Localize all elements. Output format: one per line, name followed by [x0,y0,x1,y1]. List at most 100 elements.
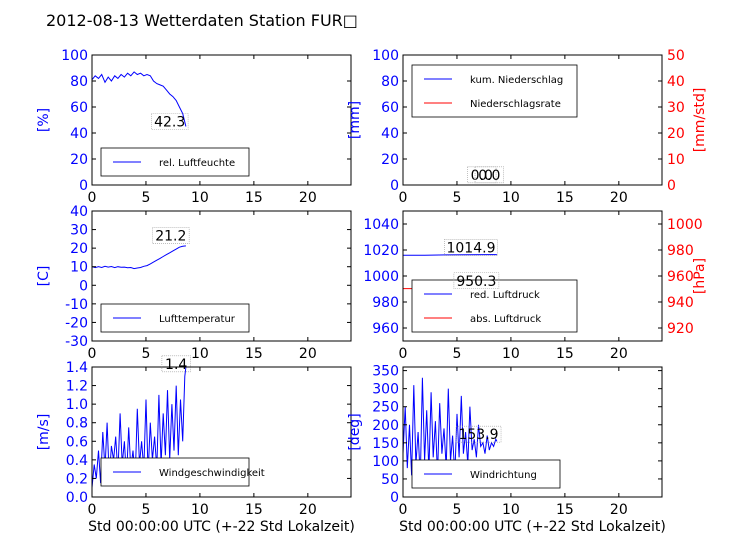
series-humidity-0 [91,71,187,127]
legend-box [411,459,561,489]
x-tick-label: 0 [88,346,97,362]
x-tick-label: 10 [502,346,520,362]
y-tick-label: 1040 [363,217,399,233]
y-tick-label: 40 [70,204,88,220]
annotation-label: 21.2 [155,229,186,245]
x-tick-label: 10 [191,346,209,362]
x-tick-label: 0 [399,190,408,206]
chart-precip: 0 5 10 15 20 0 20 40 60 80 100 0 10 20 30 40 50 [mm/std] [… [347,48,708,206]
y2-tick-label: 960 [667,269,694,285]
y-tick-label: 50 [381,472,399,488]
y-tick-label: 0 [390,178,399,194]
x-tick-label: 5 [141,502,150,518]
chart-temperature: 0 5 10 15 20 -30 -20 -10 0 10 20 30 40 [C] Lufttempera… [36,204,352,362]
x-axis-label: Std 00:00:00 UTC (+-22 Std Lokalzeit) [88,519,355,535]
annotation-box [453,272,500,290]
y-tick-label: 0.4 [66,453,88,469]
y2-tick-label: 1000 [667,217,703,233]
legend-label: Niederschlagsrate [470,99,561,110]
y-tick-label: 300 [372,382,399,398]
y-tick-label: 0 [79,278,88,294]
plot-frame-windspeed [91,366,352,498]
y-tick-label: 100 [372,48,399,64]
y2-tick-label: 940 [667,295,694,311]
y2-tick-label: 10 [667,152,685,168]
y2-axis-label: [mm/std] [692,88,708,153]
y-axis-label: [deg] [347,413,363,450]
annotation-box [161,355,191,373]
x-tick-label: 5 [141,346,150,362]
y-axis-label: [m/s] [36,414,52,451]
legend-pressure: red. Luftdruck abs. Luftdruck [411,279,578,333]
annotation-box [444,239,498,256]
legend-windspeed: Windgeschwindigkeit [100,457,265,487]
x-tick-label: 10 [502,502,520,518]
y-tick-label: 350 [372,364,399,380]
y-tick-label: 80 [70,74,88,90]
x-tick-label: 15 [556,346,574,362]
y-tick-label: -20 [65,315,88,331]
x-tick-label: 15 [556,190,574,206]
y2-tick-label: 0 [667,178,676,194]
y-tick-label: 0.2 [66,471,88,487]
y2-tick-label: 20 [667,126,685,142]
legend-humidity: rel. Luftfeuchte [100,147,250,177]
plot-frame-temperature [91,210,352,342]
y-tick-label: 30 [70,223,88,239]
annotation-label: 153.9 [458,427,498,443]
y2-tick-label: 50 [667,48,685,64]
y-tick-label: -10 [65,297,88,313]
y-tick-label: 0.8 [66,416,88,432]
legend-label: rel. Luftfeuchte [159,158,235,169]
y-tick-label: 1000 [363,269,399,285]
y-axis-label: [%] [36,108,52,132]
y-axis-label: [mm] [347,101,363,139]
y-tick-label: 0 [390,490,399,506]
y-tick-label: 0.0 [66,490,88,506]
annotation-label: 0.0 [471,168,493,184]
x-tick-label: 0 [399,502,408,518]
x-tick-label: 10 [191,190,209,206]
x-tick-label: 0 [88,190,97,206]
legend-label: Windgeschwindigkeit [159,468,265,479]
x-tick-label: 5 [452,502,461,518]
y-tick-label: 1.0 [66,397,88,413]
x-tick-label: 20 [610,346,628,362]
y-tick-label: 0 [79,178,88,194]
y2-tick-label: 920 [667,321,694,337]
annotation-label: 0.0 [478,168,500,184]
annotation-box [474,166,504,184]
y2-tick-label: 980 [667,243,694,259]
x-tick-label: 10 [502,190,520,206]
chart-pressure: 0 5 10 15 20 960 980 1000 1020 1040 920 940 960 980 10… [363,210,708,362]
x-tick-label: 15 [245,502,263,518]
plot-frame-humidity [91,54,352,186]
legend-label: kum. Niederschlag [470,75,563,86]
y-axis-label: [C] [36,266,52,287]
chart-windspeed: 0 5 10 15 20 0.0 0.2 0.4 0.6 0.8 1.0 1.2 1.4 [m/s] Std… [36,355,355,535]
y-tick-label: 0.6 [66,434,88,450]
x-tick-label: 5 [452,190,461,206]
x-tick-label: 5 [452,346,461,362]
annotation-label: 950.3 [456,274,496,290]
y-tick-label: 20 [70,241,88,257]
legend-box [411,279,578,333]
x-tick-label: 20 [299,346,317,362]
plot-frame-winddir [402,366,663,498]
annotation-label: 42.3 [154,115,185,131]
y-tick-label: 20 [70,152,88,168]
annotation-label: 1.4 [165,357,187,373]
plot-frame-precip [402,54,663,186]
y2-axis-label: [hPa] [692,258,708,294]
y-tick-label: -30 [65,334,88,350]
x-tick-label: 20 [299,502,317,518]
annotation-box [151,113,189,130]
x-tick-label: 0 [399,346,408,362]
y-tick-label: 20 [381,152,399,168]
y-tick-label: 80 [381,74,399,90]
x-axis-label: Std 00:00:00 UTC (+-22 Std Lokalzeit) [399,519,666,535]
y-tick-label: 10 [70,260,88,276]
x-tick-label: 15 [245,346,263,362]
y2-tick-label: 30 [667,100,685,116]
